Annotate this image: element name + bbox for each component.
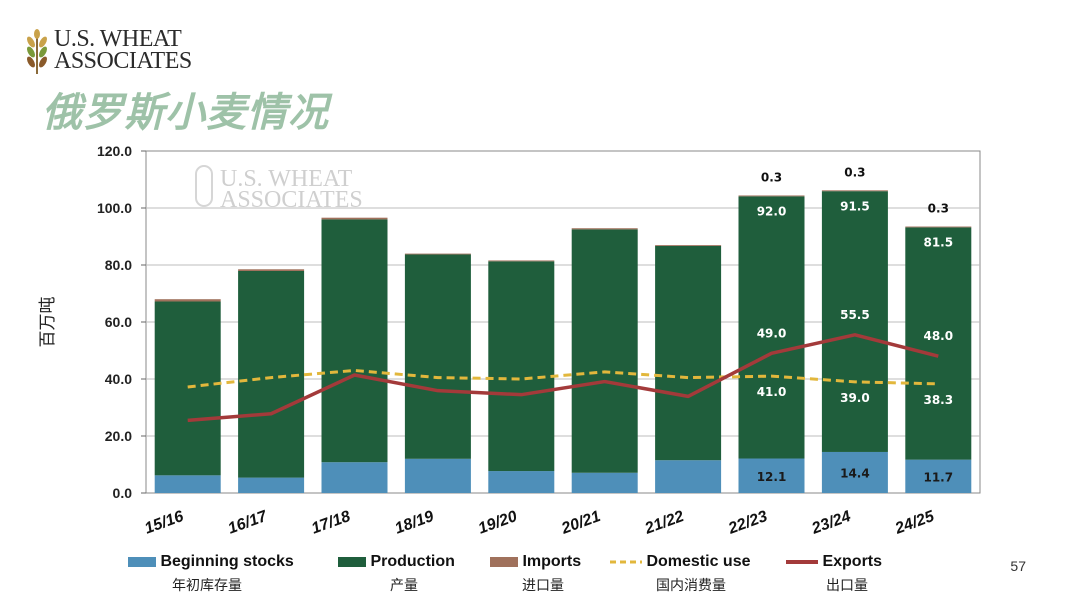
x-tick-label: 23/24 [809, 508, 853, 538]
data-label-beginning: 12.1 [757, 470, 787, 484]
data-label-domestic-use: 41.0 [757, 385, 787, 399]
y-tick-label: 40.0 [105, 371, 132, 387]
data-label-exports: 49.0 [757, 326, 787, 340]
legend-label-domestic-zh: 国内消费量 [656, 578, 726, 594]
bar-imports [905, 226, 972, 228]
y-tick-label: 60.0 [105, 314, 132, 330]
legend-label-production: Production [370, 553, 455, 570]
bar-production [821, 191, 888, 452]
y-axis-label: 百万吨 [38, 297, 58, 348]
legend-swatch-beginning [128, 557, 156, 567]
bar-beginning-stocks [321, 462, 388, 493]
y-tick-label: 20.0 [105, 428, 132, 444]
legend-swatch-imports [490, 557, 518, 567]
usw-logo: U.S. WHEAT ASSOCIATES [24, 26, 214, 76]
legend-label-exports-zh: 出口量 [826, 578, 868, 594]
legend-label-beginning-zh: 年初库存量 [172, 578, 242, 594]
legend-beginning-stocks: Beginning stocks 年初库存量 [128, 553, 294, 594]
line-exports [187, 333, 939, 423]
legend-swatch-production [338, 557, 366, 567]
wheat-icon [27, 29, 47, 74]
data-label-beginning: 14.4 [840, 466, 870, 480]
logo-line-1: U.S. WHEAT [54, 26, 182, 52]
data-label-imports: 0.3 [928, 202, 949, 216]
legend-imports: Imports 进口量 [490, 553, 582, 594]
legend-label-domestic: Domestic use [646, 553, 751, 570]
data-label-production: 81.5 [923, 236, 953, 250]
legend-label-imports-zh: 进口量 [522, 578, 564, 594]
bar-imports [821, 190, 888, 192]
bar-production [154, 301, 221, 476]
x-tick-label: 15/16 [142, 508, 186, 538]
x-tick-label: 18/19 [393, 508, 437, 538]
x-tick-label: 22/23 [725, 508, 769, 538]
bar-imports [571, 228, 638, 230]
page-number: 57 [1010, 558, 1026, 574]
bar-production [571, 229, 638, 473]
bar-beginning-stocks [488, 471, 555, 493]
bar-beginning-stocks [738, 458, 805, 493]
bar-imports [655, 245, 722, 246]
data-label-domestic-use: 39.0 [840, 391, 870, 405]
data-label-production: 91.5 [840, 199, 870, 213]
legend-swatch-domestic [610, 560, 642, 564]
data-label-imports: 0.3 [844, 165, 865, 179]
bar-imports [321, 217, 388, 220]
y-tick-label: 100.0 [97, 200, 132, 216]
legend-label-exports: Exports [822, 553, 883, 570]
watermark-wheat-icon [195, 165, 213, 207]
legend-domestic-use: Domestic use 国内消费量 [610, 553, 751, 594]
bar-production [404, 254, 471, 459]
data-label-imports: 0.3 [761, 170, 782, 184]
bar-beginning-stocks [238, 477, 305, 493]
data-label-exports: 55.5 [840, 308, 870, 322]
watermark-line-1: U.S. WHEAT [220, 166, 353, 192]
x-tick-label: 21/22 [642, 508, 686, 538]
bar-production [321, 219, 388, 463]
y-tick-label: 0.0 [113, 485, 133, 501]
legend-label-production-zh: 产量 [390, 578, 418, 594]
bar-imports [738, 195, 805, 197]
bar-production [738, 196, 805, 459]
y-tick-label: 120.0 [97, 143, 132, 159]
bar-beginning-stocks [404, 458, 471, 493]
data-label-production: 92.0 [757, 204, 787, 218]
bar-beginning-stocks [571, 472, 638, 493]
x-tick-label: 19/20 [476, 508, 520, 538]
y-tick-label: 80.0 [105, 257, 132, 273]
legend-production: Production 产量 [338, 553, 455, 594]
watermark-line-2: ASSOCIATES [220, 187, 363, 213]
bar-production [905, 227, 972, 460]
bar-beginning-stocks [821, 451, 888, 493]
legend-label-imports: Imports [522, 553, 582, 570]
line-domestic-use [187, 368, 939, 389]
x-tick-label: 17/18 [309, 508, 353, 538]
bar-production [488, 261, 555, 472]
bar-imports [488, 260, 555, 262]
bar-imports [154, 299, 221, 302]
bar-beginning-stocks [655, 460, 722, 493]
legend-exports: Exports 出口量 [786, 553, 883, 594]
slide-title: 俄罗斯小麦情况 [42, 90, 329, 136]
bar-imports [238, 269, 305, 271]
data-label-beginning: 11.7 [923, 470, 953, 484]
legend-label-beginning: Beginning stocks [160, 553, 294, 570]
legend-swatch-exports [786, 560, 818, 564]
x-tick-label: 16/17 [226, 508, 270, 538]
logo-line-2: ASSOCIATES [54, 48, 192, 74]
x-tick-label: 20/21 [558, 508, 602, 538]
bar-production [655, 245, 722, 461]
chart-legend: Beginning stocks 年初库存量 Production 产量 Imp… [0, 553, 1080, 603]
bar-beginning-stocks [905, 459, 972, 493]
data-label-exports: 48.0 [923, 329, 953, 343]
bar-imports [404, 253, 471, 255]
data-label-domestic-use: 38.3 [923, 393, 953, 407]
bar-beginning-stocks [154, 475, 221, 493]
x-tick-label: 24/25 [892, 508, 937, 538]
